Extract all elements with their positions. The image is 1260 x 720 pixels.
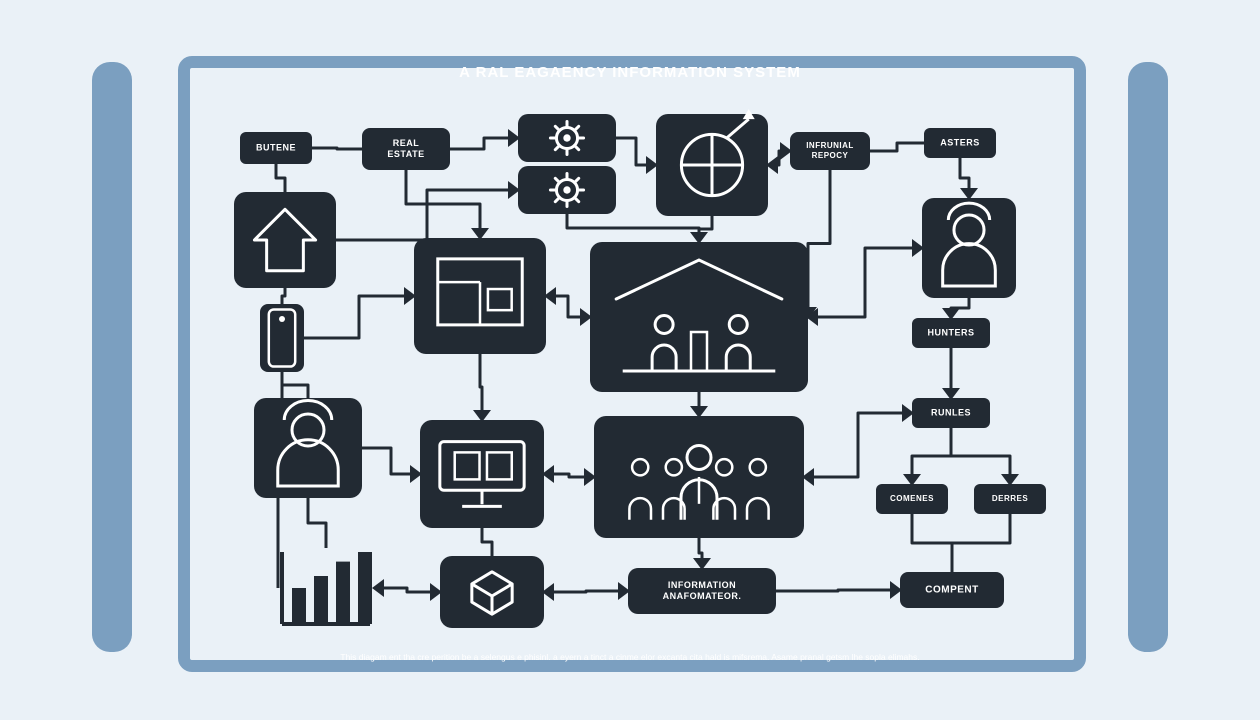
svg-text:DERRES: DERRES [992, 494, 1029, 503]
diagram-caption: This diagam ent tha cre perition be a se… [340, 652, 919, 662]
node-woman [254, 398, 362, 498]
node-runles: RUNLES [912, 398, 990, 428]
svg-text:INFRUNIAL: INFRUNIAL [806, 141, 854, 150]
node-team [594, 416, 804, 538]
svg-text:ANAFOMATEOR.: ANAFOMATEOR. [663, 591, 742, 601]
node-globe [656, 109, 768, 216]
svg-text:COMPENT: COMPENT [925, 585, 979, 596]
node-info: INFORMATIONANAFOMATEOR. [628, 568, 776, 614]
svg-text:HUNTERS: HUNTERS [927, 327, 974, 337]
node-derres: DERRES [974, 484, 1046, 514]
node-asters: ASTERS [924, 128, 996, 158]
node-butene: BUTENE [240, 132, 312, 164]
node-chart [282, 552, 372, 624]
node-comenes: COMENES [876, 484, 948, 514]
svg-text:RUNLES: RUNLES [931, 407, 971, 417]
node-monitor [420, 420, 544, 528]
nodes: BUTENE REALESTATE INFRUNIALREPOCY ASTERS HUN… [234, 109, 1046, 628]
node-floor [414, 238, 546, 354]
svg-text:ASTERS: ASTERS [940, 137, 980, 147]
svg-text:BUTENE: BUTENE [256, 142, 296, 152]
node-gear1 [518, 114, 616, 162]
diagram-svg: BUTENE REALESTATE INFRUNIALREPOCY ASTERS HUN… [0, 0, 1260, 720]
node-realest: REALESTATE [362, 128, 450, 170]
svg-text:COMENES: COMENES [890, 494, 934, 503]
node-agency [590, 242, 808, 392]
diagram-stage: A RAL EAGAENCY INFORMATION SYSTEM BUTENE… [0, 0, 1260, 720]
node-hunters: HUNTERS [912, 318, 990, 348]
node-gear2 [518, 166, 616, 214]
node-compent: COMPENT [900, 572, 1004, 608]
svg-text:ESTATE: ESTATE [387, 149, 424, 159]
svg-text:INFORMATION: INFORMATION [668, 580, 736, 590]
node-cube [440, 556, 544, 628]
svg-text:REPOCY: REPOCY [812, 151, 849, 160]
node-phone [260, 304, 304, 372]
node-repo: INFRUNIALREPOCY [790, 132, 870, 170]
svg-text:REAL: REAL [393, 138, 420, 148]
node-house [234, 192, 336, 288]
node-agent [922, 198, 1016, 298]
